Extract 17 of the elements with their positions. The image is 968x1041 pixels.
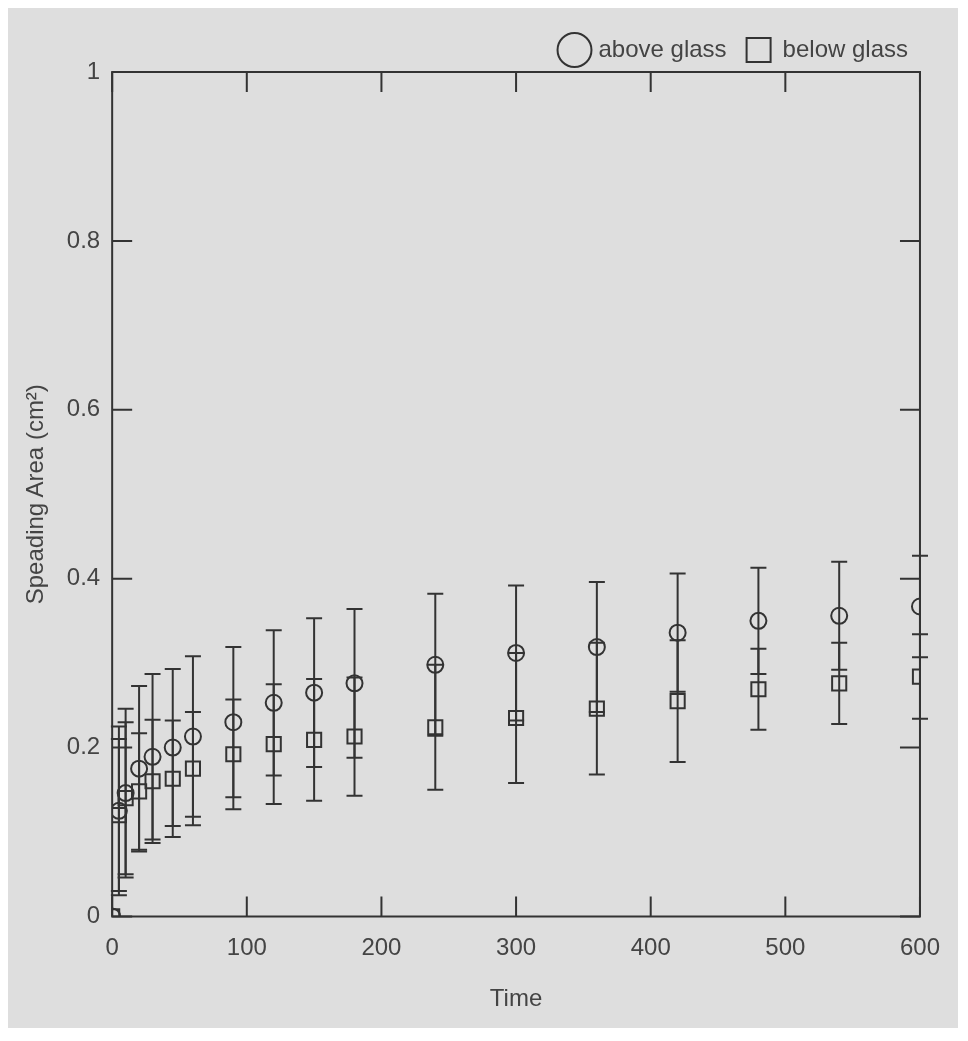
- x-tick-label: 300: [496, 933, 537, 961]
- x-tick-label: 500: [765, 933, 806, 961]
- y-tick-label: 0.8: [66, 225, 101, 253]
- y-tick-label: 0.2: [66, 732, 101, 760]
- y-tick-label: 0.4: [66, 563, 101, 591]
- x-axis-title: Time: [489, 984, 543, 1012]
- legend-label: below glass: [782, 34, 908, 62]
- y-tick-label: 0: [86, 901, 101, 929]
- x-tick-label: 100: [226, 933, 267, 961]
- y-tick-label: 0.6: [66, 394, 101, 422]
- x-tick-label: 0: [105, 933, 119, 961]
- y-tick-label: 1: [86, 56, 101, 84]
- x-tick-label: 400: [630, 933, 671, 961]
- y-axis-title: Speading Area (cm²): [21, 384, 49, 605]
- x-tick-label: 600: [899, 933, 940, 961]
- legend-label: above glass: [598, 34, 727, 62]
- x-tick-label: 200: [361, 933, 402, 961]
